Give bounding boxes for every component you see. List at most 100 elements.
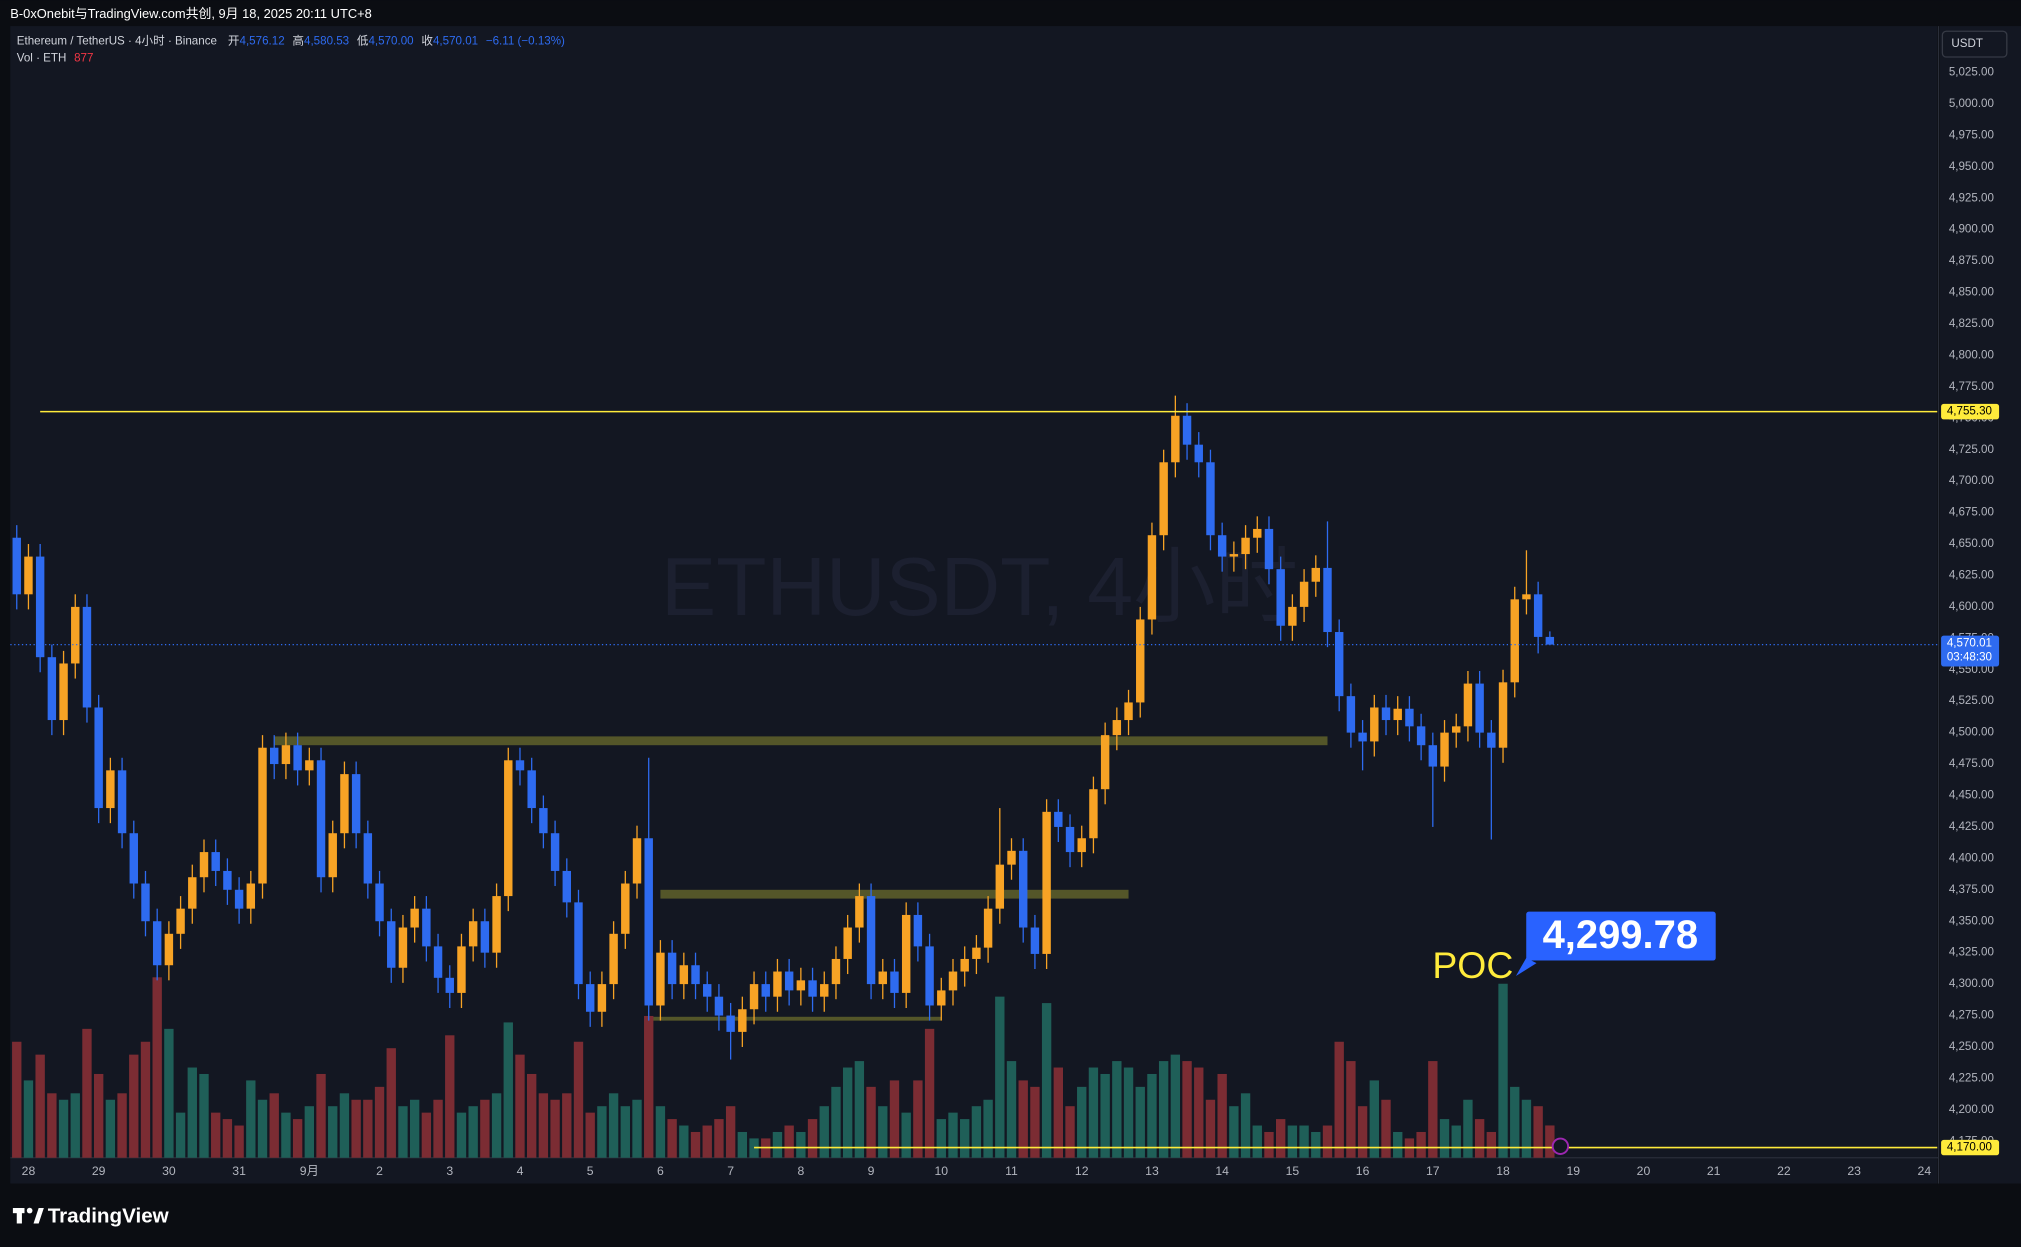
legend-value: 4,576.12: [240, 35, 285, 48]
volume-bar: [12, 1041, 22, 1158]
watermark: ETHUSDT, 4小时: [661, 541, 1298, 633]
candle-body: [1370, 707, 1379, 742]
volume-bar: [1381, 1099, 1391, 1158]
header: B-0xOnebit与TradingView.com共创, 9月 18, 202…: [10, 6, 372, 21]
candle-body: [948, 971, 958, 991]
volume-bar: [1205, 1099, 1216, 1158]
candle-body: [1159, 462, 1168, 536]
y-tick-label: 4,350.00: [1949, 914, 1994, 927]
x-tick-label: 17: [1426, 1164, 1440, 1178]
candle-body: [1276, 569, 1285, 626]
candle-body: [609, 933, 618, 985]
candle-body: [1358, 732, 1367, 742]
candle-body: [995, 864, 1005, 909]
volume-bar: [292, 1119, 303, 1158]
volume-bar: [1510, 1086, 1520, 1158]
legend-key: 收: [421, 34, 433, 48]
volume-bar: [831, 1086, 841, 1158]
candle-body: [1346, 696, 1356, 733]
candle-body: [913, 914, 923, 947]
legend: Ethereum / TetherUS · 4小时 · Binance 开4,5…: [17, 34, 565, 48]
x-tick-label: 29: [92, 1164, 106, 1178]
currency-box[interactable]: [1941, 30, 2008, 58]
y-tick-label: 4,650.00: [1949, 537, 1994, 550]
x-tick-label: 8: [797, 1164, 804, 1178]
volume-bar: [1077, 1086, 1087, 1158]
candle-body: [1522, 594, 1531, 600]
y-tick-label: 4,625.00: [1949, 569, 1994, 582]
volume-bar: [936, 1119, 946, 1158]
x-tick-label: 24: [1918, 1164, 1932, 1178]
candle-body: [1311, 567, 1321, 582]
volume-bar: [1486, 1131, 1497, 1158]
poc-value-box: [1526, 911, 1716, 961]
candle-body: [1288, 606, 1297, 626]
x-tick-label: 14: [1215, 1164, 1229, 1178]
y-tick-label: 4,900.00: [1949, 223, 1994, 236]
candle-body: [1416, 726, 1426, 746]
volume-bar: [1088, 1067, 1099, 1158]
candle-body: [983, 908, 993, 948]
candle-body: [1241, 537, 1250, 555]
candle-body: [1487, 732, 1496, 748]
x-tick-label: 11: [1005, 1164, 1018, 1178]
price-label: 4,755.30: [1947, 405, 1992, 418]
volume-bar: [281, 1112, 291, 1158]
volume-legend-label: Vol · ETH: [17, 51, 67, 64]
volume-bar: [129, 1054, 139, 1158]
volume-bar: [924, 1028, 935, 1158]
volume-bar: [93, 1073, 104, 1158]
y-tick-label: 4,800.00: [1949, 348, 1994, 361]
candle-body: [1217, 535, 1227, 557]
volume-bar: [690, 1131, 701, 1158]
volume-bar: [878, 1106, 888, 1158]
brand: TradingView: [48, 1204, 170, 1227]
candle-body: [71, 606, 80, 664]
candle-body: [305, 760, 314, 771]
volume-bar: [1369, 1080, 1379, 1158]
candle-body: [129, 833, 138, 884]
candle-body: [1018, 850, 1028, 928]
volume-bar: [608, 1093, 619, 1158]
y-tick-label: 4,950.00: [1949, 160, 1994, 173]
x-tick-label: 10: [934, 1164, 948, 1178]
candle-body: [1206, 462, 1215, 536]
x-tick-label: 18: [1496, 1164, 1510, 1178]
candle-body: [972, 947, 981, 959]
volume-bar: [597, 1106, 607, 1158]
candle-body: [761, 984, 770, 997]
volume-bar: [573, 1041, 584, 1158]
volume-bar: [140, 1041, 151, 1158]
volume-bar: [725, 1106, 736, 1158]
volume-bar: [234, 1125, 244, 1158]
candle-body: [656, 952, 665, 1006]
candle-body: [1334, 632, 1344, 697]
volume-bar: [1451, 1125, 1461, 1158]
volume-bar: [339, 1093, 350, 1158]
x-tick-label: 12: [1075, 1164, 1089, 1178]
candle-body: [375, 883, 384, 922]
volume-bar: [445, 1035, 455, 1158]
candle-body: [960, 958, 969, 972]
y-tick-label: 4,675.00: [1949, 506, 1994, 519]
volume-bar: [1229, 1106, 1239, 1158]
x-tick-label: 22: [1777, 1164, 1791, 1178]
volume-bar: [1521, 1099, 1532, 1158]
volume-bar: [1158, 1061, 1169, 1158]
poc-value: 4,299.78: [1543, 913, 1698, 957]
currency[interactable]: USDT: [1951, 37, 1983, 50]
candle-body: [855, 896, 864, 928]
candle-body: [1077, 838, 1086, 853]
volume-bar: [1112, 1061, 1122, 1158]
candle-body: [1440, 732, 1449, 767]
x-tick-label: 20: [1637, 1164, 1651, 1178]
candle-body: [1182, 415, 1192, 445]
volume-legend: Vol · ETH 877: [17, 51, 94, 64]
volume-bar: [737, 1131, 748, 1158]
volume-bar: [175, 1112, 186, 1158]
y-tick-label: 4,425.00: [1949, 820, 1994, 833]
volume-bar: [1240, 1093, 1251, 1158]
legend-value: 4,570.01: [433, 35, 478, 48]
volume-bar: [971, 1106, 982, 1158]
x-tick-label: 31: [232, 1164, 246, 1178]
